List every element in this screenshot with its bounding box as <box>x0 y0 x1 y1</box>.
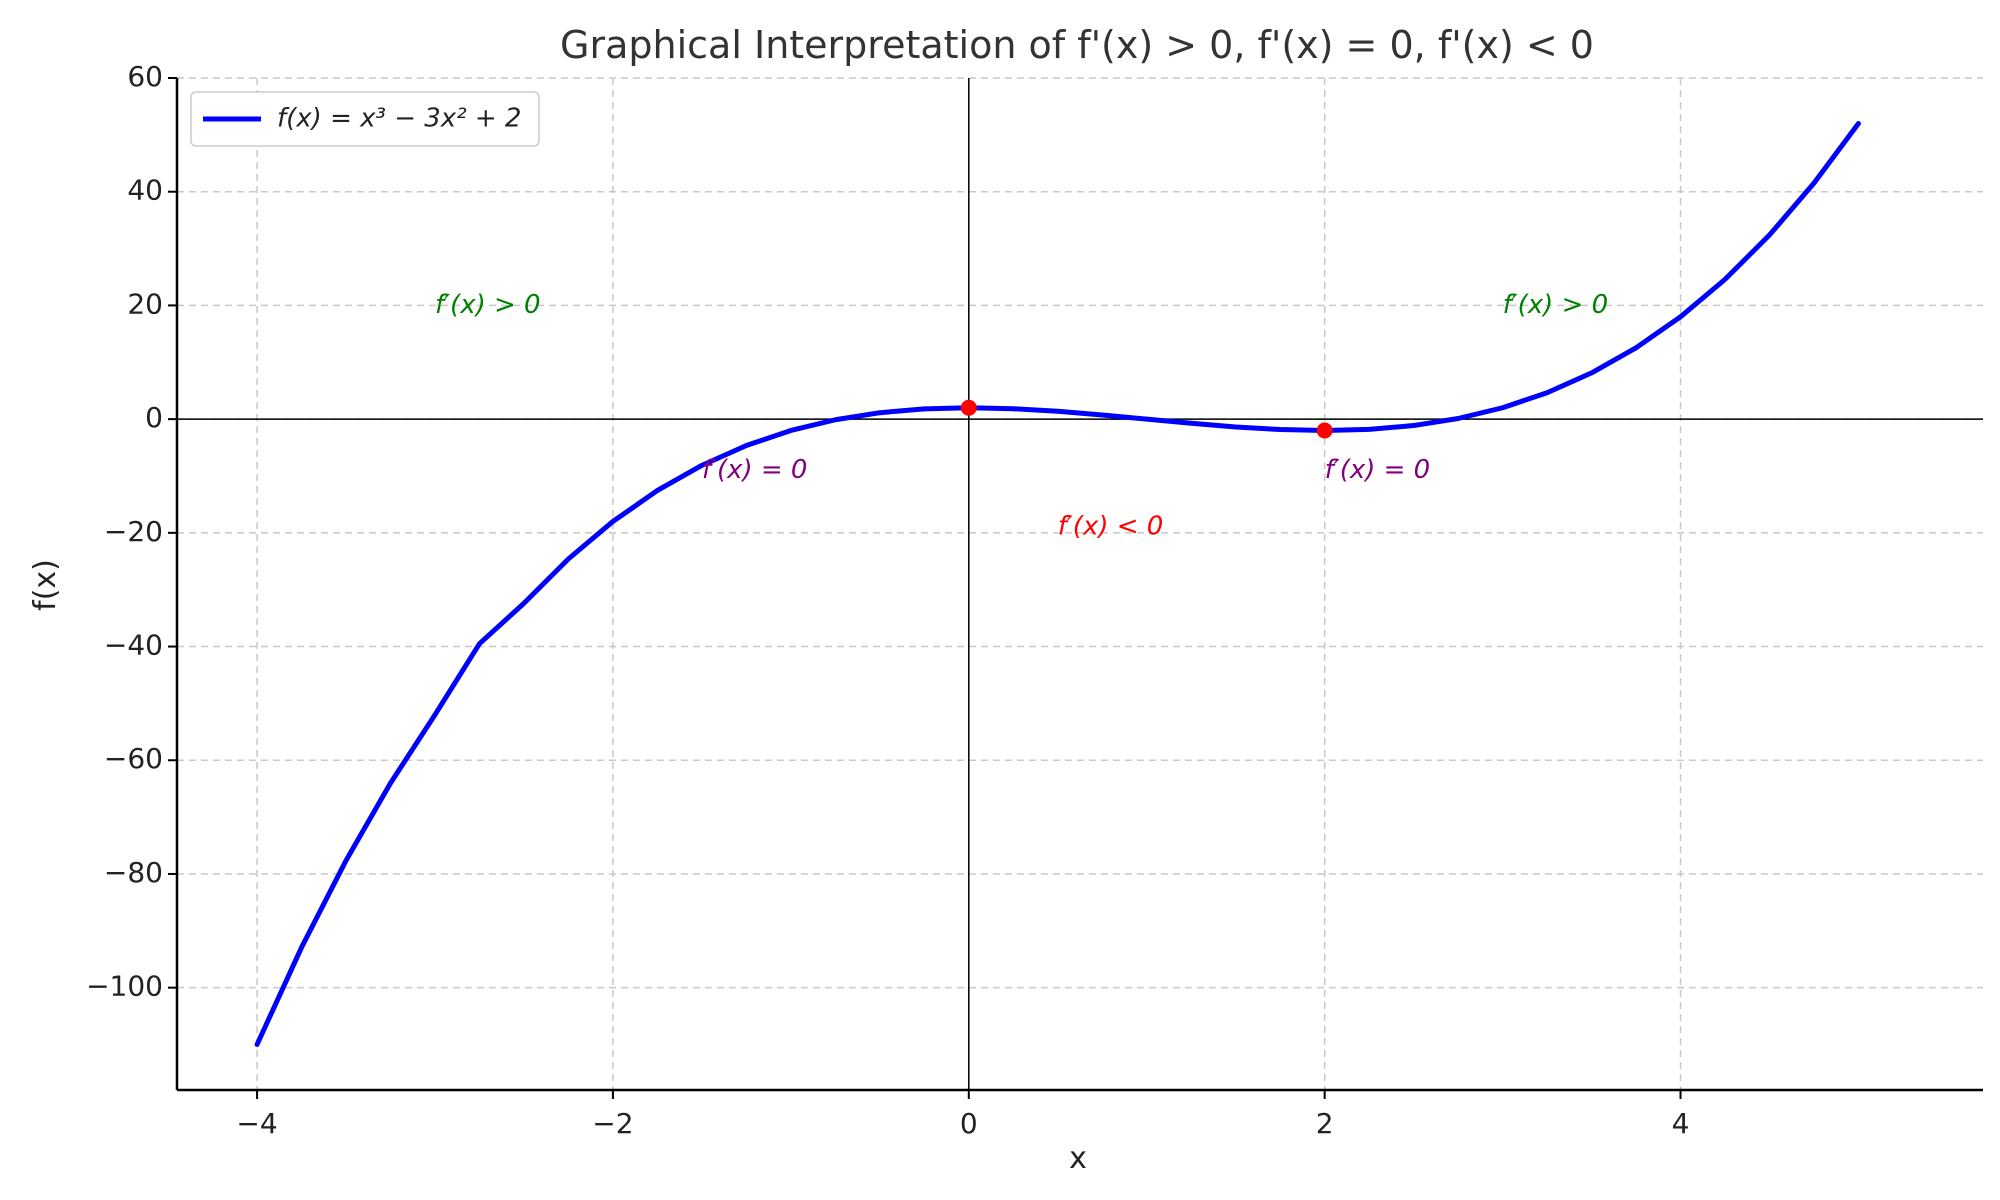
x-tick-label: 2 <box>1316 1107 1334 1140</box>
y-tick-label: −80 <box>104 856 163 889</box>
y-axis-label: f(x) <box>28 559 63 611</box>
chart-title: Graphical Interpretation of f'(x) > 0, f… <box>560 23 1594 67</box>
annotation-label: f′(x) < 0 <box>1058 512 1164 542</box>
annotation-label: f′(x) > 0 <box>435 290 541 320</box>
legend-label: f(x) = x³ − 3x² + 2 <box>277 104 521 134</box>
legend-box <box>190 91 540 147</box>
y-tick-label: −40 <box>104 629 163 662</box>
y-tick-label: 20 <box>127 287 163 320</box>
y-tick-label: −100 <box>86 970 163 1003</box>
y-tick-label: 60 <box>127 60 163 93</box>
critical-point-marker <box>1316 422 1333 439</box>
annotation-label: f′(x) > 0 <box>1503 290 1609 320</box>
plot-area <box>254 120 1861 1048</box>
legend: f(x) = x³ − 3x² + 2 <box>190 91 540 147</box>
annotation-label: f′(x) = 0 <box>1325 455 1431 485</box>
zero-lines <box>177 78 1983 1090</box>
x-tick-label: −4 <box>236 1107 277 1140</box>
annotations: f′(x) > 0 f′(x) > 0 f′(x) = 0 f′(x) = 0 f′(x… <box>435 290 1608 542</box>
x-axis-label: x <box>1069 1141 1087 1176</box>
series-line <box>254 120 1861 1048</box>
critical-point-marker <box>960 399 977 416</box>
y-tick-label: 0 <box>145 401 163 434</box>
grid <box>177 77 1983 1090</box>
x-tick-label: −2 <box>592 1107 633 1140</box>
y-tick-label: −20 <box>104 515 163 548</box>
x-tick-label: 0 <box>960 1107 978 1140</box>
y-tick-label: −60 <box>104 742 163 775</box>
annotation-label: f′(x) = 0 <box>702 455 808 485</box>
y-tick-label: 40 <box>127 174 163 207</box>
x-tick-label: 4 <box>1672 1107 1690 1140</box>
